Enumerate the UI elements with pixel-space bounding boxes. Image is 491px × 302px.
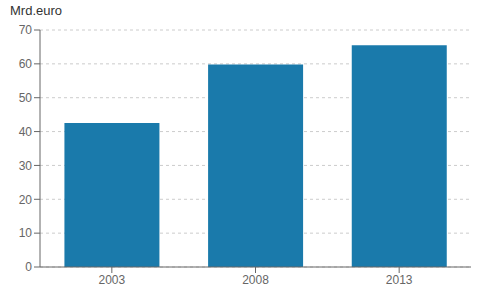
svg-text:2013: 2013 [386,273,413,287]
svg-text:70: 70 [19,23,33,37]
svg-text:2008: 2008 [242,273,269,287]
svg-text:0: 0 [25,260,32,274]
svg-text:60: 60 [19,57,33,71]
html-text:Mrd.euro: Mrd.euro [10,3,62,18]
svg-text:20: 20 [19,193,33,207]
svg-text:40: 40 [19,125,33,139]
svg-text:30: 30 [19,159,33,173]
svg-text:50: 50 [19,91,33,105]
svg-text:2003: 2003 [98,273,125,287]
svg-text:10: 10 [19,226,33,240]
